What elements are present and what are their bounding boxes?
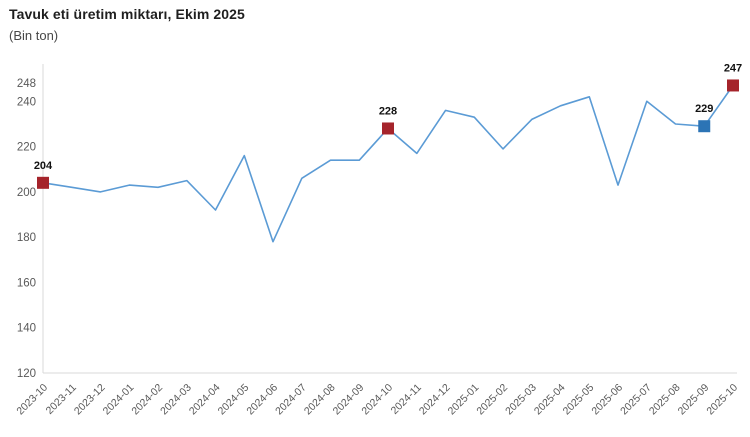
annotation-marker (698, 120, 711, 133)
y-tick-label: 140 (17, 323, 36, 335)
annotation-label: 247 (724, 62, 742, 74)
chart-subtitle: (Bin ton) (9, 28, 59, 43)
annotation-label: 204 (34, 160, 53, 172)
y-tick-label: 180 (17, 232, 36, 244)
x-tick-label: 2024-10 (359, 382, 395, 418)
y-tick-label: 220 (17, 142, 36, 154)
annotation-marker (382, 122, 394, 135)
x-tick-label: 2023-10 (14, 382, 50, 418)
y-tick-label: 248 (17, 78, 36, 90)
annotation-marker (37, 176, 49, 189)
chart-title: Tavuk eti üretim miktarı, Ekim 2025 (9, 6, 245, 22)
chart-header: Tavuk eti üretim miktarı, Ekim 2025 (Bin… (9, 6, 245, 43)
y-tick-label: 160 (17, 277, 36, 289)
annotation-label: 228 (379, 105, 397, 117)
y-tick-label: 240 (17, 96, 36, 108)
annotation-label: 229 (695, 103, 713, 115)
y-tick-label: 120 (17, 368, 36, 380)
annotation-marker (727, 79, 739, 92)
y-tick-label: 200 (17, 187, 36, 199)
x-tick-label: 2025-10 (704, 382, 740, 418)
